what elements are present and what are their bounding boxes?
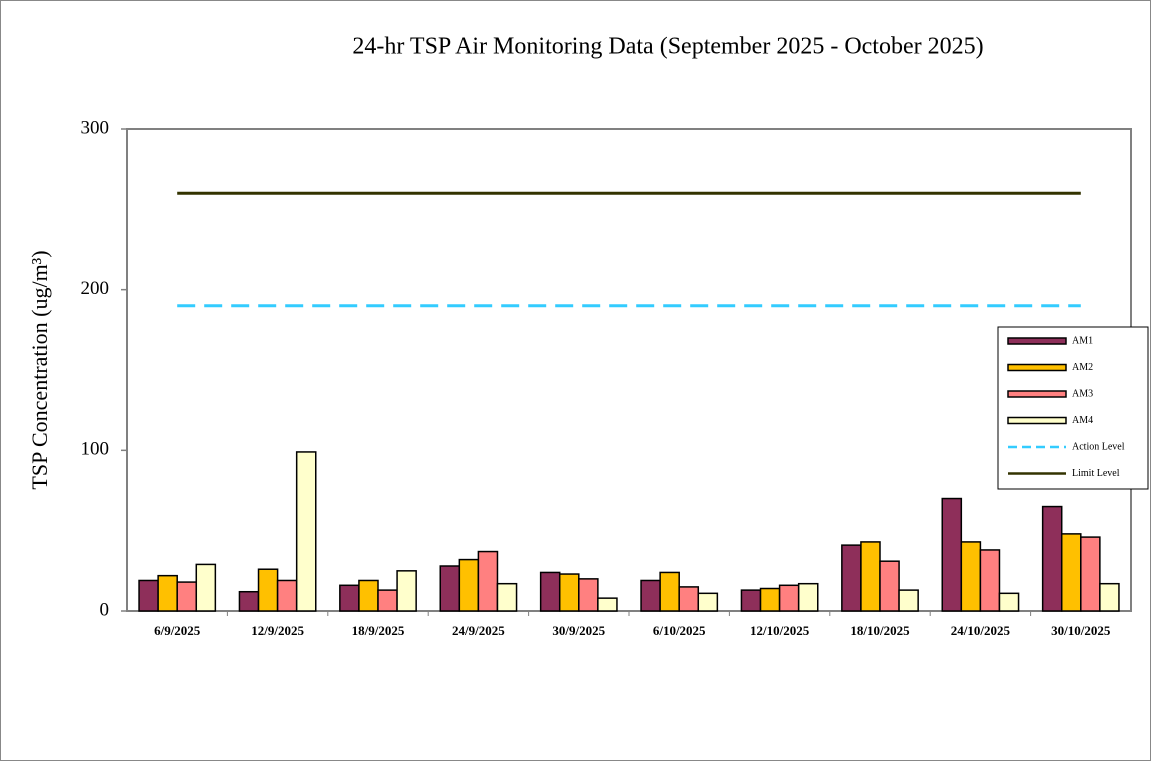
legend-box (997, 326, 1149, 490)
x-tick-label: 30/10/2025 (1051, 623, 1111, 638)
bar (496, 582, 518, 612)
bar (358, 579, 379, 612)
legend-label: AM4 (1072, 415, 1093, 426)
x-tick-label: 12/9/2025 (251, 623, 304, 638)
bar (960, 541, 982, 612)
bar (439, 565, 461, 612)
bar (640, 579, 661, 612)
bar (860, 541, 881, 612)
bar (797, 582, 819, 612)
bar (941, 497, 963, 612)
legend-label: AM2 (1072, 362, 1093, 373)
bar (1060, 533, 1082, 612)
x-tick-label: 24/10/2025 (951, 623, 1011, 638)
bar (477, 550, 499, 612)
bar (697, 592, 719, 612)
bar (558, 573, 580, 612)
x-tick-label: 18/10/2025 (850, 623, 910, 638)
x-tick-label: 6/9/2025 (154, 623, 201, 638)
bar (578, 578, 599, 612)
legend-label: Action Level (1072, 441, 1125, 452)
bar (176, 581, 198, 612)
legend-swatch (1007, 416, 1067, 425)
x-tick-label: 24/9/2025 (452, 623, 505, 638)
y-tick-label: 300 (81, 117, 110, 138)
y-tick-label: 0 (100, 599, 110, 620)
legend-label: Limit Level (1072, 468, 1120, 479)
bar (1099, 582, 1120, 612)
bar (157, 574, 178, 612)
legend-swatch (1007, 337, 1067, 345)
x-tick-label: 30/9/2025 (552, 623, 605, 638)
chart-title: 24-hr TSP Air Monitoring Data (September… (352, 34, 983, 60)
bar (979, 549, 1001, 612)
bar (276, 579, 298, 612)
bar (1041, 505, 1063, 612)
bar (998, 592, 1020, 612)
bar (339, 584, 360, 612)
x-tick-label: 6/10/2025 (653, 623, 706, 638)
bar (841, 544, 862, 612)
bar (597, 597, 618, 612)
y-tick-label: 100 (81, 439, 110, 460)
bar (138, 579, 159, 612)
bar (257, 568, 279, 612)
bar (377, 589, 398, 612)
y-axis-label: TSP Concentration (ug/m³) (27, 250, 52, 489)
bar (740, 589, 762, 612)
y-tick-label: 200 (81, 278, 110, 299)
bar (295, 451, 317, 612)
x-tick-label: 12/10/2025 (750, 623, 810, 638)
bar (879, 560, 900, 612)
bar (195, 563, 217, 612)
bar (659, 571, 680, 612)
legend-label: AM1 (1072, 335, 1093, 346)
legend-swatch (1007, 363, 1067, 372)
legend-label: AM3 (1072, 388, 1093, 399)
x-tick-label: 18/9/2025 (352, 623, 405, 638)
bar (759, 587, 781, 612)
bar (539, 571, 561, 612)
bar (898, 589, 919, 612)
bar (238, 590, 260, 612)
bar (778, 584, 800, 612)
legend: AM1 AM2 AM3 AM4 Action Level Limit Level (997, 326, 1149, 490)
legend-swatch (1007, 390, 1067, 398)
bar (678, 586, 700, 612)
bar (396, 570, 417, 612)
bar (458, 558, 480, 612)
bar (1080, 536, 1101, 612)
